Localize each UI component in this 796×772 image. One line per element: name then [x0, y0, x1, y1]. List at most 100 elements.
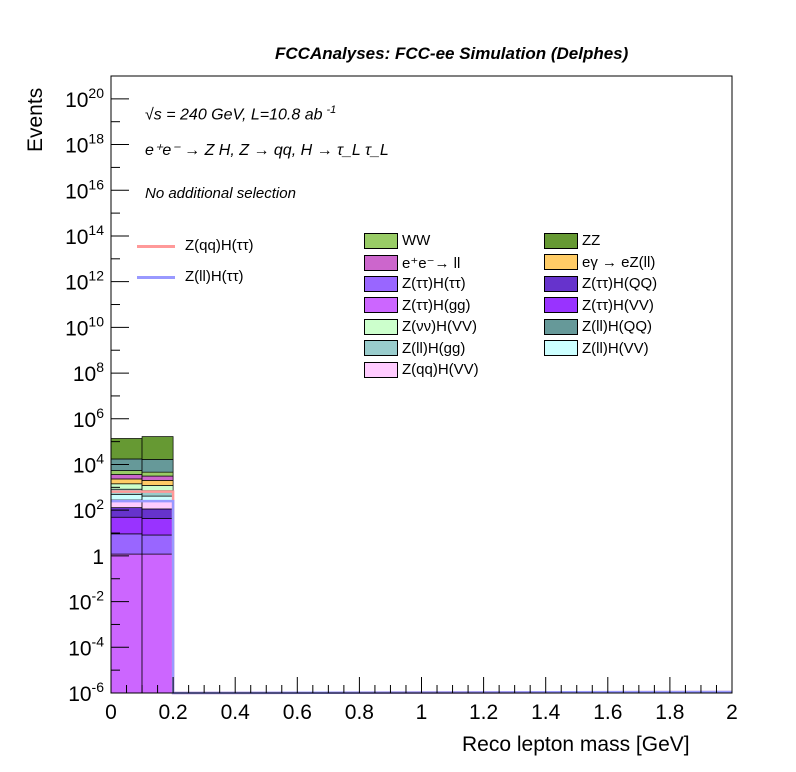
y-tick-label: 106	[73, 405, 104, 432]
legend-line-label: Z(qq)H(ττ)	[185, 237, 254, 254]
legend-line-swatch	[137, 275, 175, 279]
legend-label: Z(qq)H(VV)	[402, 361, 479, 378]
legend-swatch	[364, 318, 398, 335]
legend-swatch	[364, 275, 398, 292]
stacked-bars	[110, 436, 174, 694]
y-tick-label: 1018	[65, 131, 104, 158]
chart-header: FCCAnalyses: FCC-ee Simulation (Delphes)	[275, 44, 629, 63]
bar	[141, 485, 174, 492]
legend-entry: Z(ττ)H(QQ)	[544, 275, 657, 292]
y-tick-label: 102	[73, 496, 104, 523]
x-axis-title: Reco lepton mass [GeV]	[462, 733, 690, 756]
legend-label: Z(ττ)H(ττ)	[402, 275, 466, 292]
x-tick-label: 2	[726, 701, 738, 724]
y-tick-label: 1016	[65, 176, 104, 203]
legend-entry: eγ → eZ(ll)	[544, 254, 655, 271]
bar	[110, 494, 143, 501]
legend-entry: Z(ττ)H(gg)	[364, 297, 471, 314]
x-tick-label: 1	[416, 701, 428, 724]
legend-entry: Z(νν)H(VV)	[364, 318, 477, 335]
x-tick-label: 0	[105, 701, 117, 724]
bar	[110, 516, 143, 535]
lumi-exponent: -1	[326, 104, 337, 116]
legend-swatch	[364, 254, 398, 271]
plot-frame	[110, 75, 733, 694]
legend-swatch	[544, 318, 578, 335]
bar	[110, 483, 143, 490]
legend-entry: Z(ll)H(gg)	[364, 340, 465, 357]
y-tick-label: 1012	[65, 268, 104, 295]
y-tick-label: 1020	[65, 85, 104, 112]
bar	[141, 553, 174, 694]
legend-label: WW	[402, 232, 431, 249]
bar	[141, 436, 174, 460]
x-tick-label: 1.4	[531, 701, 561, 724]
bar	[110, 470, 143, 475]
y-tick-label: 104	[73, 450, 104, 477]
y-tick-label: 1010	[65, 313, 104, 340]
legend-swatch	[364, 232, 398, 249]
series-line	[111, 499, 733, 695]
legend-entry: Z(ττ)H(ττ)	[364, 275, 466, 292]
energy-lumi-label: √s = 240 GeV, L=10.8 ab -1	[145, 104, 336, 124]
legend-swatch	[544, 254, 578, 270]
legend-swatch	[364, 297, 398, 313]
legend-label: Z(ll)H(QQ)	[582, 318, 652, 335]
legend-label: e⁺e⁻→ ll	[402, 254, 461, 272]
legend-swatch	[544, 340, 578, 356]
legend-label: Z(ττ)H(VV)	[582, 296, 654, 314]
overlay-lines	[111, 490, 733, 695]
legend-label: Z(ττ)H(QQ)	[582, 275, 658, 292]
bar	[110, 474, 143, 480]
y-tick-label: 10-2	[68, 588, 104, 615]
y-tick-label: 1014	[65, 222, 104, 249]
legend-label: ZZ	[582, 232, 601, 249]
process-label: e⁺e⁻ → Z H, Z → qq, H → τ_L τ_L	[145, 142, 389, 159]
y-axis-title: Events	[24, 87, 47, 152]
legend-line-swatch	[137, 244, 175, 248]
legend-label: Z(ll)H(VV)	[582, 339, 649, 357]
legend-entry: e⁺e⁻→ ll	[364, 254, 460, 272]
x-tick-labels: 0 0.2 0.4 0.6 0.8 1 1.2 1.4 1.6 1.8 2	[105, 701, 738, 724]
bar	[110, 553, 143, 694]
energy-lumi-text: √s = 240 GeV, L=10.8 ab	[145, 106, 323, 124]
legend-entry: Z(ττ)H(VV)	[544, 297, 654, 314]
legend-entry: WW	[364, 232, 430, 249]
x-tick-label: 0.4	[221, 701, 251, 724]
bar	[110, 507, 143, 518]
bar	[141, 534, 174, 555]
x-tick-label: 1.2	[469, 701, 498, 724]
y-tick-label: 108	[73, 359, 104, 386]
bar	[141, 471, 174, 477]
legend-swatch	[544, 232, 578, 249]
legend-entry: Z(qq)H(VV)	[364, 361, 479, 378]
legend-label: eγ → eZ(ll)	[582, 253, 656, 271]
legend-label: Z(νν)H(VV)	[402, 318, 477, 335]
axis-ticks	[110, 75, 733, 694]
legend-swatch	[544, 297, 578, 313]
legend-label: Z(ll)H(gg)	[402, 339, 466, 357]
legend-swatch	[364, 361, 398, 378]
x-tick-label: 1.6	[593, 701, 622, 724]
legend-swatch	[364, 340, 398, 356]
x-tick-label: 1.8	[655, 701, 684, 724]
bar	[110, 533, 143, 555]
y-tick-label: 10-6	[68, 679, 104, 706]
x-tick-label: 0.2	[158, 701, 187, 724]
y-tick-labels: 1020 1018 1016 1014 1012 1010 108 106 104 102 1 10-…	[65, 85, 104, 706]
legend-line-entry: Z(ll)H(ττ)	[137, 268, 244, 285]
legend-entry: Z(ll)H(QQ)	[544, 318, 652, 335]
bar	[110, 478, 143, 485]
series-line	[111, 490, 733, 695]
x-tick-label: 0.6	[283, 701, 312, 724]
bar	[141, 508, 174, 519]
bar	[141, 475, 174, 481]
legend-line-entry: Z(qq)H(ττ)	[137, 237, 254, 254]
legend-entry: Z(ll)H(VV)	[544, 340, 649, 357]
y-tick-label: 1	[92, 546, 104, 569]
selection-label: No additional selection	[145, 185, 296, 202]
y-tick-label: 10-4	[68, 633, 104, 660]
legend-line-label: Z(ll)H(ττ)	[185, 268, 244, 285]
bar	[141, 480, 174, 486]
